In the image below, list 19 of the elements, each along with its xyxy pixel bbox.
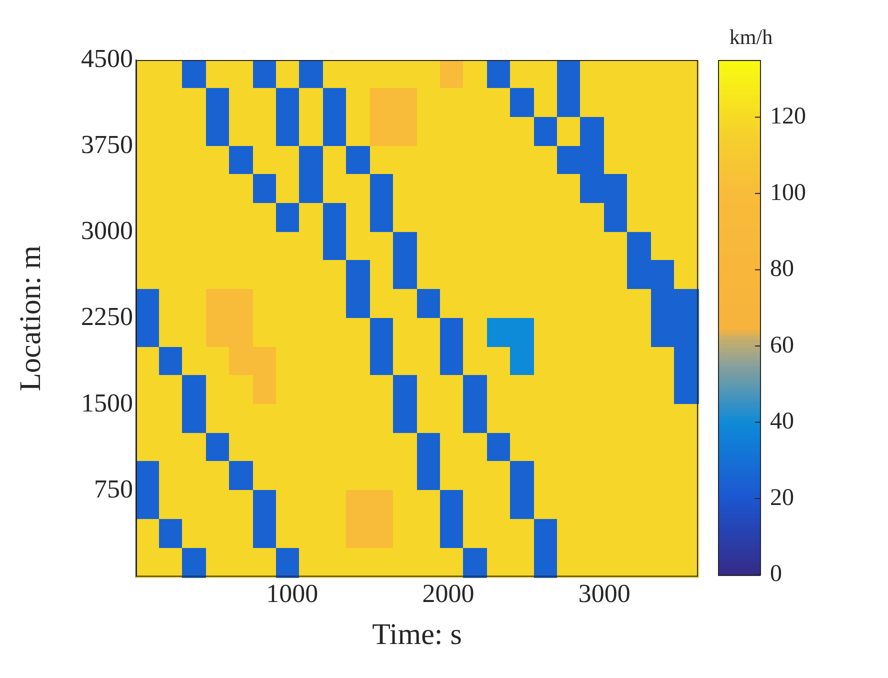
color-bar-label: 120 [770, 103, 806, 130]
y-tick-label: 2250 [81, 302, 133, 332]
y-tick-label: 1500 [81, 388, 133, 418]
y-axis-title: Location: m [14, 246, 47, 392]
y-tick-label: 3000 [81, 216, 133, 246]
color-bar-label: 100 [770, 180, 806, 206]
x-tick-label: 1000 [266, 579, 318, 608]
color-bar-label: 80 [770, 256, 794, 282]
color-bar-title: km/h [729, 25, 774, 49]
x-tick-label: 3000 [578, 579, 630, 608]
color-bar-label: 0 [770, 561, 782, 588]
y-tick-label: 3750 [81, 130, 133, 159]
color-bar-label: 20 [770, 484, 794, 511]
y-tick-label: 4500 [81, 44, 133, 73]
y-tick-label: 750 [94, 474, 133, 504]
color-bar-label: 60 [770, 332, 794, 358]
x-tick-label: 2000 [422, 579, 474, 608]
color-bar-label: 40 [770, 408, 794, 435]
x-axis-title: Time: s [372, 618, 462, 651]
